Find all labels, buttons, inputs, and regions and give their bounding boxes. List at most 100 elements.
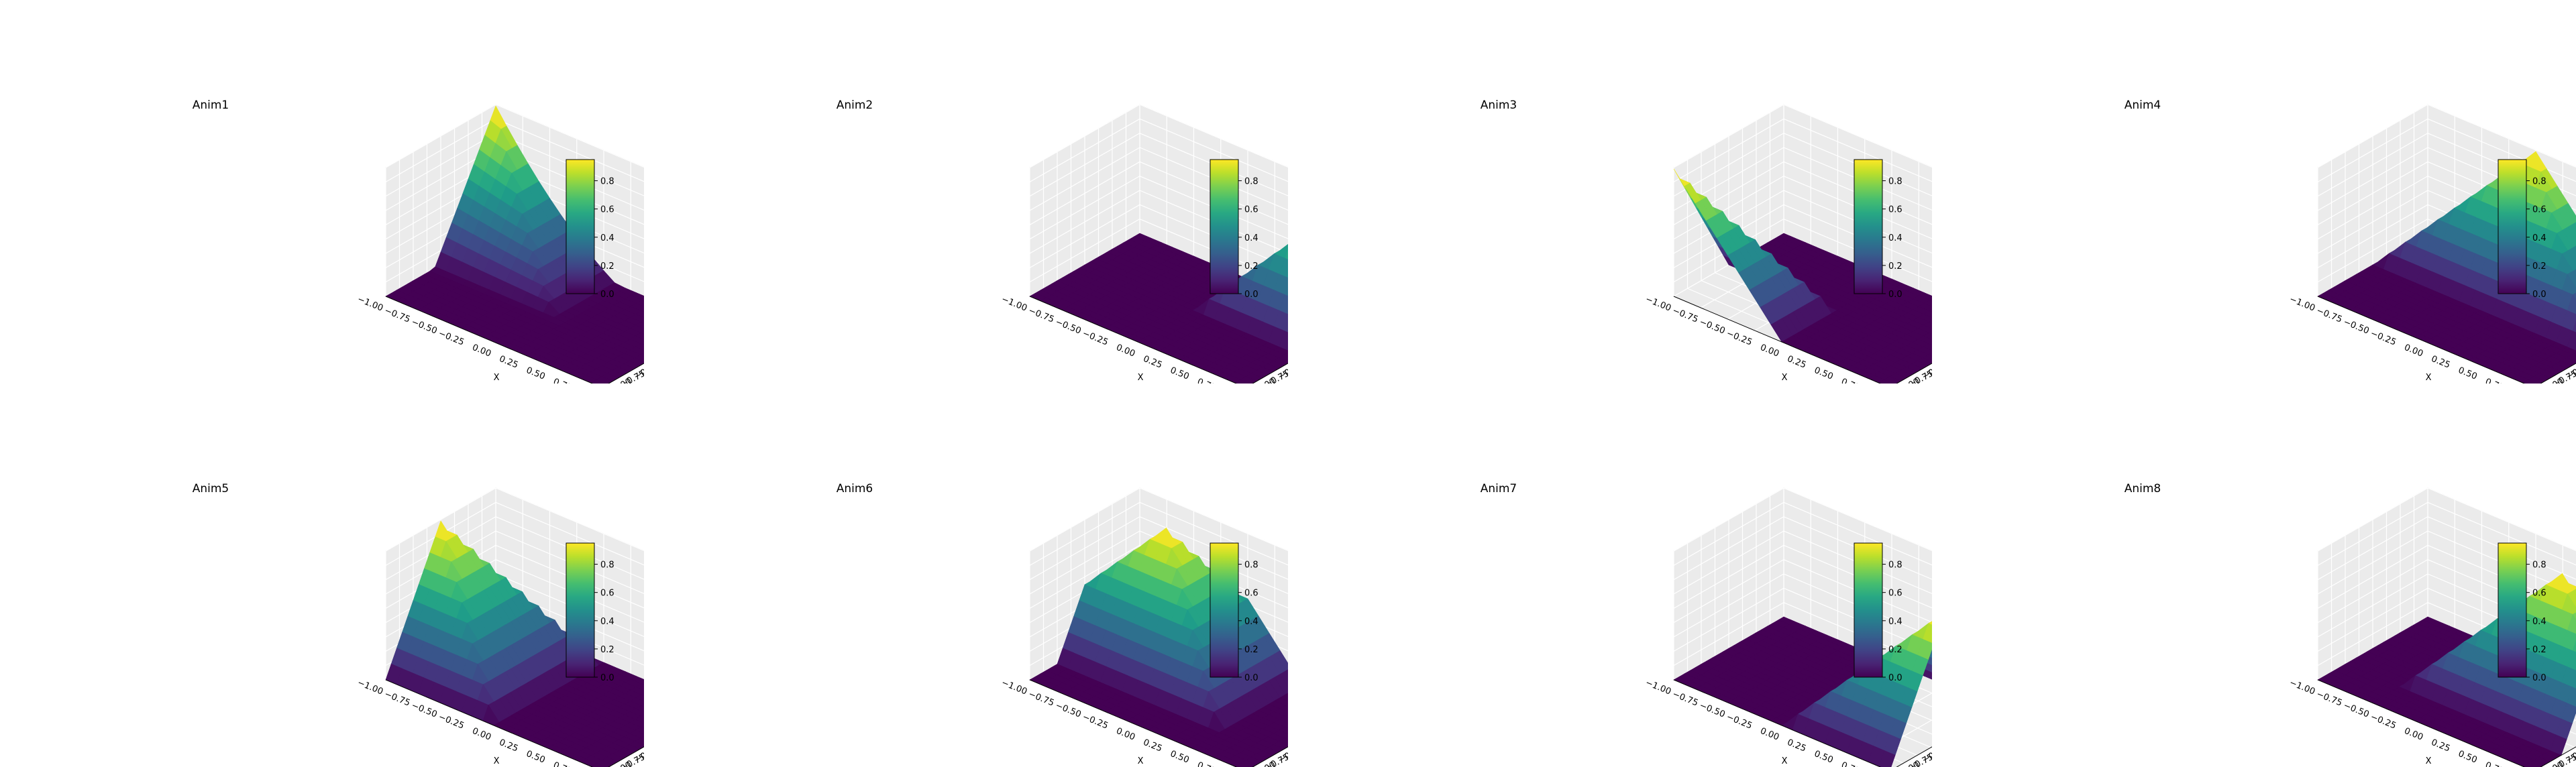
- subplot-title: Anim6: [836, 482, 873, 495]
- subplot-7: Anim7 −1.00−0.75−0.50−0.25 0.00 0.25 0.50 0.7…: [1288, 384, 1932, 767]
- x-tick-label: −0.75: [2315, 689, 2344, 709]
- surface-facet: [2573, 269, 2576, 276]
- surface-plot: −1.00−0.75−0.50−0.250.000.250.500.751.00…: [356, 487, 644, 767]
- colorbar-tick-label: 0.6: [1244, 205, 1258, 215]
- surface-facet: [1928, 341, 1932, 346]
- axis-lines: [385, 296, 644, 384]
- x-tick-label: −0.50: [1698, 317, 1727, 337]
- x-tick-label: 0.25: [2430, 738, 2451, 754]
- colorbar-tick-label: 0.4: [1888, 617, 1902, 627]
- surface-facet: [2572, 640, 2576, 653]
- surface-facet: [640, 331, 644, 335]
- colorbar-tick-label: 0.8: [1888, 560, 1902, 571]
- colorbar: [1854, 542, 1883, 678]
- colorbar-tick-label: 0.0: [600, 290, 614, 300]
- surface-facet: [1928, 331, 1932, 335]
- subplot-title: Anim2: [836, 99, 873, 112]
- surface-facet: [1929, 670, 1932, 676]
- x-axis-label: X: [1138, 373, 1144, 383]
- x-tick-label: 0.00: [471, 343, 492, 359]
- colorbar: [2498, 159, 2527, 294]
- surface-plot: −1.00−0.75−0.50−0.250.000.250.500.751.00…: [356, 104, 644, 384]
- x-tick-label: 0.75: [1195, 377, 1217, 384]
- surface-facet: [1284, 352, 1288, 357]
- x-tick-label: 0.50: [525, 749, 546, 766]
- x-axis-label: X: [1782, 756, 1788, 766]
- colorbar-tick-label: 0.2: [2532, 645, 2546, 655]
- surface-plot: −1.00−0.75−0.50−0.250.000.250.500.751.00…: [1644, 104, 1932, 384]
- surface-facet: [1234, 379, 1250, 384]
- colorbar-tick-label: 0.8: [600, 560, 614, 571]
- axis-lines: [1029, 679, 1288, 767]
- subplot-title: Anim7: [1480, 482, 1517, 495]
- subplot-4: Anim4 −1.00−0.75−0.50−0.25 0.00 0.25 0.50 0.7…: [1932, 0, 2576, 384]
- colorbar-tick-label: 0.2: [600, 261, 614, 272]
- x-tick-label: 0.75: [1839, 377, 1861, 384]
- colorbar-tick-label: 0.2: [2532, 261, 2546, 272]
- x-tick-label: 0.25: [1786, 738, 1807, 754]
- subplot-2: Anim2 −1.00−0.75−0.50−0.25 0.00 0.25 0.50 0.7…: [644, 0, 1288, 384]
- surface-facet: [1929, 309, 1932, 313]
- colorbar-tick-label: 0.0: [2532, 290, 2546, 300]
- surface-facet: [1284, 714, 1288, 718]
- x-tick-label: −0.75: [1671, 689, 1700, 709]
- axis-lines: [1673, 679, 1932, 767]
- surface-facet: [2572, 320, 2576, 333]
- colorbar-tick-label: 0.0: [1888, 673, 1902, 683]
- x-tick-label: −0.50: [1698, 701, 1727, 720]
- colorbar-tick-label: 0.0: [1244, 290, 1258, 300]
- colorbar-tick-label: 0.4: [2532, 617, 2546, 627]
- x-tick-label: 0.50: [2457, 365, 2478, 382]
- x-tick-label: 0.50: [525, 365, 546, 382]
- surface-facet: [590, 379, 606, 384]
- surface-facet: [1285, 249, 1288, 260]
- x-tick-label: −1.00: [2288, 678, 2317, 697]
- surface-facet: [640, 735, 644, 740]
- surface-facet: [1929, 656, 1932, 662]
- surface-facet: [590, 763, 606, 767]
- subplot-title: Anim8: [2124, 482, 2161, 495]
- surface-facet: [1285, 693, 1288, 697]
- surface-facet: [1284, 725, 1288, 729]
- x-axis-label: X: [494, 373, 500, 383]
- colorbar-tick-label: 0.6: [1888, 205, 1902, 215]
- surface-mesh: [1029, 527, 1288, 767]
- x-tick-label: −0.25: [437, 329, 466, 348]
- x-tick-label: −1.00: [1000, 294, 1029, 314]
- surface-facet: [1928, 621, 1932, 626]
- colorbar-tick-label: 0.6: [2532, 589, 2546, 599]
- x-tick-label: 0.50: [1169, 749, 1190, 766]
- x-tick-label: −1.00: [356, 678, 385, 697]
- surface-facet: [1284, 320, 1288, 333]
- surface-plot: −1.00−0.75−0.50−0.250.000.250.500.751.00…: [1644, 487, 1932, 767]
- x-tick-label: 0.75: [1839, 760, 1861, 767]
- surface-facet: [640, 703, 644, 707]
- x-tick-label: −0.75: [1027, 306, 1056, 325]
- colorbar-tick-label: 0.8: [2532, 177, 2546, 187]
- x-tick-label: −0.50: [1054, 701, 1083, 720]
- x-tick-label: 0.25: [498, 738, 519, 754]
- x-tick-label: −1.00: [2288, 294, 2317, 314]
- x-tick-label: 0.00: [1759, 726, 1780, 743]
- colorbar-tick-label: 0.6: [600, 589, 614, 599]
- x-tick-label: 0.25: [1786, 354, 1807, 371]
- surface-facet: [1284, 735, 1288, 740]
- colorbar-tick-label: 0.6: [2532, 205, 2546, 215]
- surface-facet: [2572, 292, 2576, 300]
- subplot-6: Anim6 −1.00−0.75−0.50−0.25 0.00 0.25 0.50 0.7…: [644, 384, 1288, 767]
- surface-mesh: [1673, 616, 1932, 767]
- colorbar-tick-label: 0.2: [1888, 261, 1902, 272]
- axis-lines: [2317, 679, 2576, 767]
- x-tick-label: 0.25: [1142, 354, 1163, 371]
- axis-lines: [1673, 296, 1932, 384]
- x-axis-label: X: [2426, 756, 2432, 766]
- surface-facet: [2573, 589, 2576, 596]
- colorbar-tick-label: 0.6: [1888, 589, 1902, 599]
- x-tick-label: −0.25: [1081, 712, 1110, 731]
- surface-facet: [641, 682, 644, 685]
- colorbar-tick-label: 0.8: [1888, 177, 1902, 187]
- axis-lines: [2317, 296, 2576, 384]
- colorbar-tick-label: 0.2: [600, 645, 614, 655]
- surface-facet: [2522, 763, 2538, 767]
- x-tick-label: −1.00: [1644, 678, 1673, 697]
